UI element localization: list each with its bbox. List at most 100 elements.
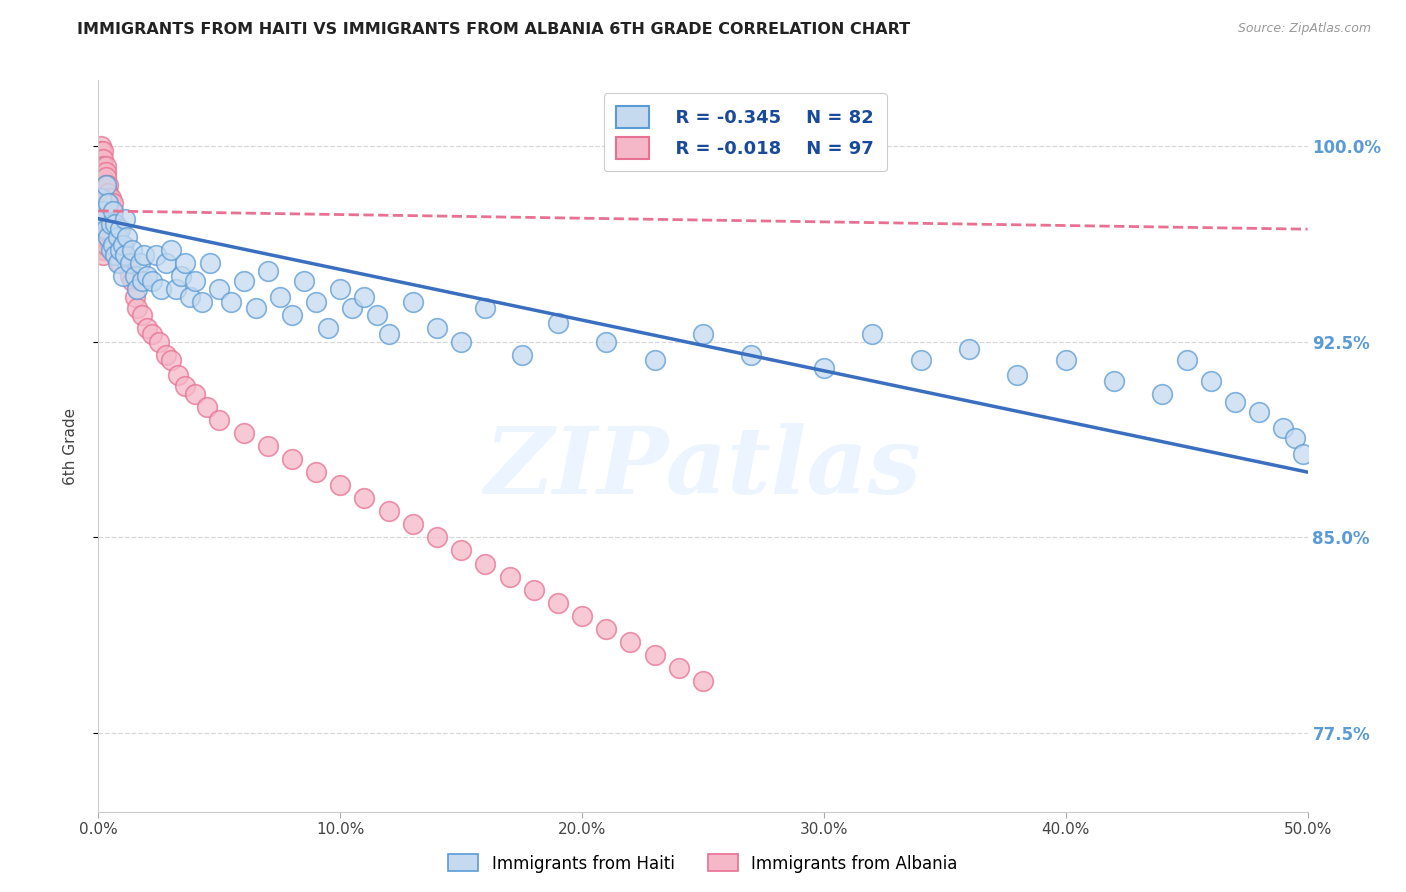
Point [94,196,117,211]
Point [342,301,364,315]
Point [547,596,569,610]
Point [1223,394,1246,409]
Point [595,334,617,349]
Point [135,269,157,284]
Point [127,282,149,296]
Point [198,256,221,270]
Point [91,186,114,200]
Point [108,256,131,270]
Point [90,191,112,205]
Point [256,264,278,278]
Point [377,326,399,341]
Point [90,191,112,205]
Point [131,309,153,323]
Point [1284,431,1306,445]
Point [90,160,112,174]
Point [256,439,278,453]
Point [353,491,375,506]
Point [195,400,218,414]
Point [94,186,117,200]
Point [184,386,207,401]
Point [179,290,201,304]
Point [91,203,114,218]
Point [91,178,114,192]
Text: ZIPatlas: ZIPatlas [485,423,921,513]
Point [450,543,472,558]
Point [97,196,120,211]
Point [450,334,472,349]
Point [134,248,156,262]
Point [1249,405,1271,419]
Legend: Immigrants from Haiti, Immigrants from Albania: Immigrants from Haiti, Immigrants from A… [441,847,965,880]
Text: IMMIGRANTS FROM HAITI VS IMMIGRANTS FROM ALBANIA 6TH GRADE CORRELATION CHART: IMMIGRANTS FROM HAITI VS IMMIGRANTS FROM… [77,22,911,37]
Point [117,230,139,244]
Point [100,203,122,218]
Point [426,321,449,335]
Point [107,243,129,257]
Point [91,217,114,231]
Point [90,169,112,184]
Point [90,152,112,166]
Point [97,222,120,236]
Point [160,352,183,367]
Point [107,222,129,236]
Point [100,191,122,205]
Point [104,248,127,262]
Point [644,648,666,662]
Point [474,557,496,571]
Point [101,237,124,252]
Point [91,160,114,174]
Point [692,674,714,689]
Point [97,211,120,226]
Point [269,290,291,304]
Point [510,347,533,361]
Point [91,237,114,252]
Point [101,211,124,226]
Point [232,274,254,288]
Point [141,326,163,341]
Point [813,360,835,375]
Point [127,301,149,315]
Point [165,282,187,296]
Point [94,237,117,252]
Point [91,203,114,218]
Point [91,144,114,158]
Point [281,452,304,467]
Point [90,196,112,211]
Point [91,248,114,262]
Point [100,217,122,231]
Point [104,217,127,231]
Point [97,230,120,244]
Point [91,222,114,236]
Point [94,178,117,192]
Point [100,217,122,231]
Point [1292,447,1315,461]
Point [1102,374,1125,388]
Point [97,186,120,200]
Point [174,256,197,270]
Point [111,237,134,252]
Point [305,295,328,310]
Point [208,282,231,296]
Point [124,269,146,284]
Point [128,256,150,270]
Point [155,347,177,361]
Point [169,269,191,284]
Point [94,217,117,231]
Point [94,222,117,236]
Point [644,352,666,367]
Point [353,290,375,304]
Point [91,164,114,178]
Point [150,282,173,296]
Point [91,230,114,244]
Point [114,211,136,226]
Point [124,290,146,304]
Point [184,274,207,288]
Point [1007,368,1029,383]
Point [191,295,214,310]
Point [860,326,883,341]
Point [1054,352,1077,367]
Point [305,465,328,479]
Point [90,164,112,178]
Point [108,243,131,257]
